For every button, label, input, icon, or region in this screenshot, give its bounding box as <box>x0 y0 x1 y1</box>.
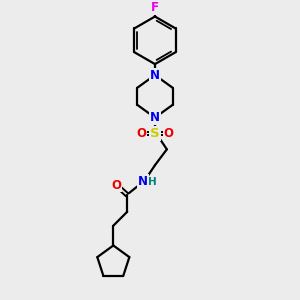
Text: N: N <box>138 175 148 188</box>
Text: O: O <box>164 127 174 140</box>
Text: O: O <box>136 127 146 140</box>
Text: H: H <box>148 177 156 187</box>
Text: N: N <box>150 68 160 82</box>
Text: O: O <box>111 178 121 191</box>
Text: S: S <box>150 127 160 140</box>
Text: N: N <box>150 111 160 124</box>
Text: F: F <box>151 1 159 14</box>
